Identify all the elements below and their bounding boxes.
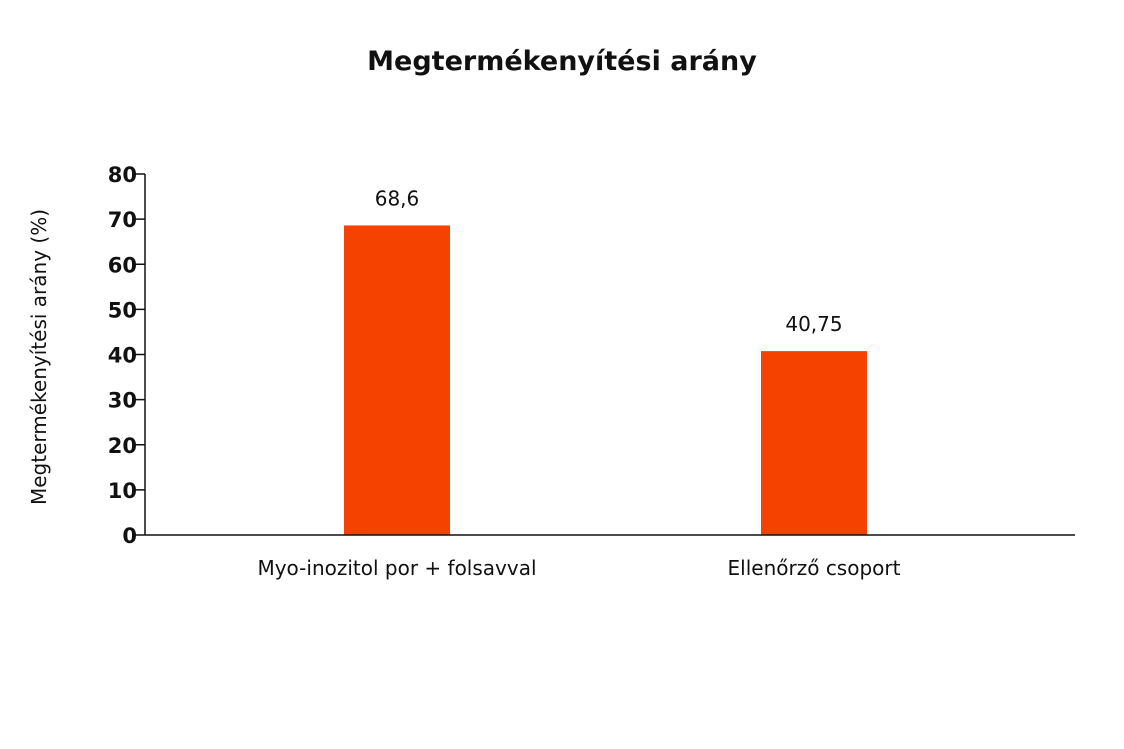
bar [761,351,867,535]
y-tick-label: 20 [108,434,137,458]
bars-group [344,225,867,535]
y-tick-label: 80 [108,163,137,187]
chart-title: Megtermékenyítési arány [367,46,757,77]
y-axis-ticks: 0 10 20 30 40 50 60 70 80 [108,163,145,548]
y-tick-label: 30 [108,389,137,413]
category-labels-group: Myo-inozitol por + folsavval Ellenőrző cs… [257,556,900,580]
x-category-label: Myo-inozitol por + folsavval [257,556,536,580]
y-tick-label: 0 [122,524,137,548]
bar-value-label: 40,75 [785,312,842,336]
bar-value-label: 68,6 [375,186,420,210]
y-tick-label: 50 [108,298,137,322]
y-tick-label: 60 [108,253,137,277]
y-tick-label: 40 [108,344,137,368]
y-tick-label: 70 [108,208,137,232]
bar [344,225,450,535]
y-axis-label: Megtermékenyítési arány (%) [27,209,51,505]
value-labels-group: 68,6 40,75 [375,186,843,336]
x-category-label: Ellenőrző csoport [728,556,901,580]
y-tick-label: 10 [108,479,137,503]
